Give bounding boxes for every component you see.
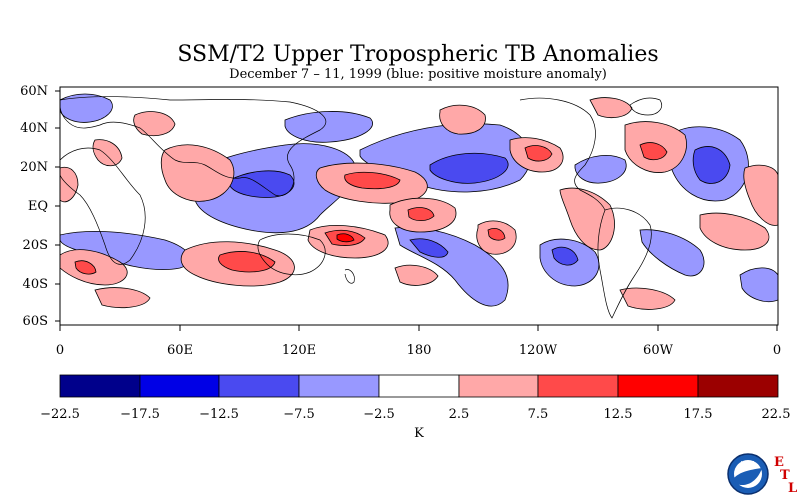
colorbar-swatch: [537, 374, 619, 398]
anomaly-region: [60, 166, 79, 203]
anomaly-region: [619, 287, 676, 310]
anomaly-field: [60, 93, 778, 310]
anomaly-region: [160, 144, 235, 202]
colorbar-unit-label: K: [414, 426, 424, 441]
anomaly-region: [409, 238, 449, 258]
figure-title: SSM/T2 Upper Tropospheric TB Anomalies: [177, 42, 658, 67]
anomaly-region: [439, 104, 486, 135]
lon-tick-label: 180: [407, 343, 432, 358]
anomaly-region: [394, 264, 439, 286]
colorbar-swatch: [139, 374, 220, 398]
colorbar-tick-label: −12.5: [199, 407, 239, 422]
anomaly-region: [92, 139, 123, 167]
figure-subtitle: December 7 – 11, 1999 (blue: positive mo…: [229, 67, 607, 82]
anomaly-region: [574, 155, 627, 184]
etl-letter: L: [788, 481, 797, 496]
colorbar-swatch: [59, 374, 141, 398]
lon-axis: 0 60E 120E 180 120W 60W 0: [56, 325, 781, 358]
anomaly-region: [487, 228, 506, 241]
colorbar-tick-label: −7.5: [283, 407, 315, 422]
anomaly-region: [551, 246, 579, 266]
colorbar-tick-label: −17.5: [120, 407, 160, 422]
noaa-logo: NOAA: [727, 453, 769, 495]
colorbar-swatch: [298, 374, 380, 398]
etl-letter: E: [774, 455, 784, 470]
lat-axis: 60N 40N 20N EQ 20S 40S 60S: [20, 84, 60, 329]
anomaly-region: [699, 212, 770, 251]
anomaly-region: [60, 93, 113, 123]
colorbar-tick-label: 12.5: [604, 407, 633, 422]
anomaly-region: [739, 267, 778, 303]
anomaly-region: [429, 152, 509, 184]
anomaly-region: [284, 111, 373, 143]
colorbar-tick-label: −22.5: [40, 407, 80, 422]
anomaly-region: [639, 142, 668, 161]
anomaly-region: [692, 146, 731, 184]
lon-tick-label: 0: [56, 343, 64, 358]
coastlines: [60, 96, 662, 319]
anomaly-region: [336, 233, 355, 243]
anomaly-region: [94, 287, 151, 309]
lat-tick-label: EQ: [28, 199, 48, 214]
lat-tick-label: 60N: [20, 84, 48, 99]
colorbar-tick-label: 7.5: [528, 407, 549, 422]
anomaly-region: [524, 145, 553, 162]
anomaly-region: [639, 229, 705, 277]
lat-tick-label: 20S: [23, 238, 48, 253]
colorbar: −22.5 −17.5 −12.5 −7.5 −2.5 2.5 7.5 12.5…: [40, 374, 791, 441]
colorbar-swatch: [378, 374, 460, 398]
colorbar-swatch: [218, 374, 300, 398]
lon-tick-label: 60E: [167, 343, 193, 358]
etl-letters: E T L: [774, 455, 797, 496]
lon-tick-label: 120W: [519, 343, 558, 358]
lon-tick-label: 0: [773, 343, 781, 358]
colorbar-swatch: [617, 374, 699, 398]
colorbar-tick-label: −2.5: [363, 407, 395, 422]
anomaly-region: [743, 164, 778, 226]
anomaly-region: [133, 111, 176, 137]
lat-tick-label: 20N: [20, 160, 48, 175]
colorbar-swatch: [697, 374, 779, 398]
etl-letter: T: [780, 468, 790, 483]
anomaly-region: [589, 97, 633, 119]
lat-tick-label: 40S: [23, 277, 48, 292]
anomaly-map: 60N 40N 20N EQ 20S 40S 60S 0 60E 120E 18…: [20, 84, 781, 358]
colorbar-swatches: [59, 374, 779, 398]
noaa-logo-text: NOAA: [741, 461, 756, 467]
anomaly-region: [344, 171, 401, 190]
lat-tick-label: 60S: [23, 314, 48, 329]
colorbar-swatch: [458, 374, 539, 398]
lon-tick-label: 60W: [643, 343, 674, 358]
lon-tick-label: 120E: [282, 343, 316, 358]
colorbar-tick-label: 2.5: [449, 407, 470, 422]
anomaly-region: [74, 260, 97, 275]
anomaly-region: [407, 207, 435, 222]
lat-tick-label: 40N: [20, 121, 48, 136]
colorbar-tick-label: 22.5: [762, 407, 791, 422]
colorbar-tick-label: 17.5: [684, 407, 713, 422]
